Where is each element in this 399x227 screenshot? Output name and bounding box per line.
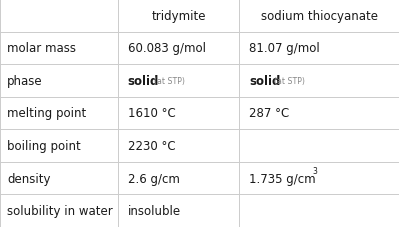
Text: boiling point: boiling point — [7, 139, 81, 152]
Text: 2.6 g/cm: 2.6 g/cm — [128, 172, 180, 185]
Text: melting point: melting point — [7, 107, 87, 120]
Text: 60.083 g/mol: 60.083 g/mol — [128, 42, 205, 55]
Text: sodium thiocyanate: sodium thiocyanate — [261, 10, 378, 23]
Text: 3: 3 — [312, 167, 317, 176]
Text: 1610 °C: 1610 °C — [128, 107, 176, 120]
Text: solid: solid — [249, 75, 281, 88]
Text: density: density — [7, 172, 51, 185]
Text: solid: solid — [128, 75, 159, 88]
Text: (at STP): (at STP) — [154, 76, 184, 86]
Text: molar mass: molar mass — [7, 42, 76, 55]
Text: 81.07 g/mol: 81.07 g/mol — [249, 42, 320, 55]
Text: 287 °C: 287 °C — [249, 107, 290, 120]
Text: 1.735 g/cm: 1.735 g/cm — [249, 172, 316, 185]
Text: 2230 °C: 2230 °C — [128, 139, 175, 152]
Text: (at STP): (at STP) — [274, 76, 305, 86]
Text: solubility in water: solubility in water — [7, 204, 113, 217]
Text: phase: phase — [7, 75, 43, 88]
Text: tridymite: tridymite — [151, 10, 206, 23]
Text: insoluble: insoluble — [128, 204, 181, 217]
